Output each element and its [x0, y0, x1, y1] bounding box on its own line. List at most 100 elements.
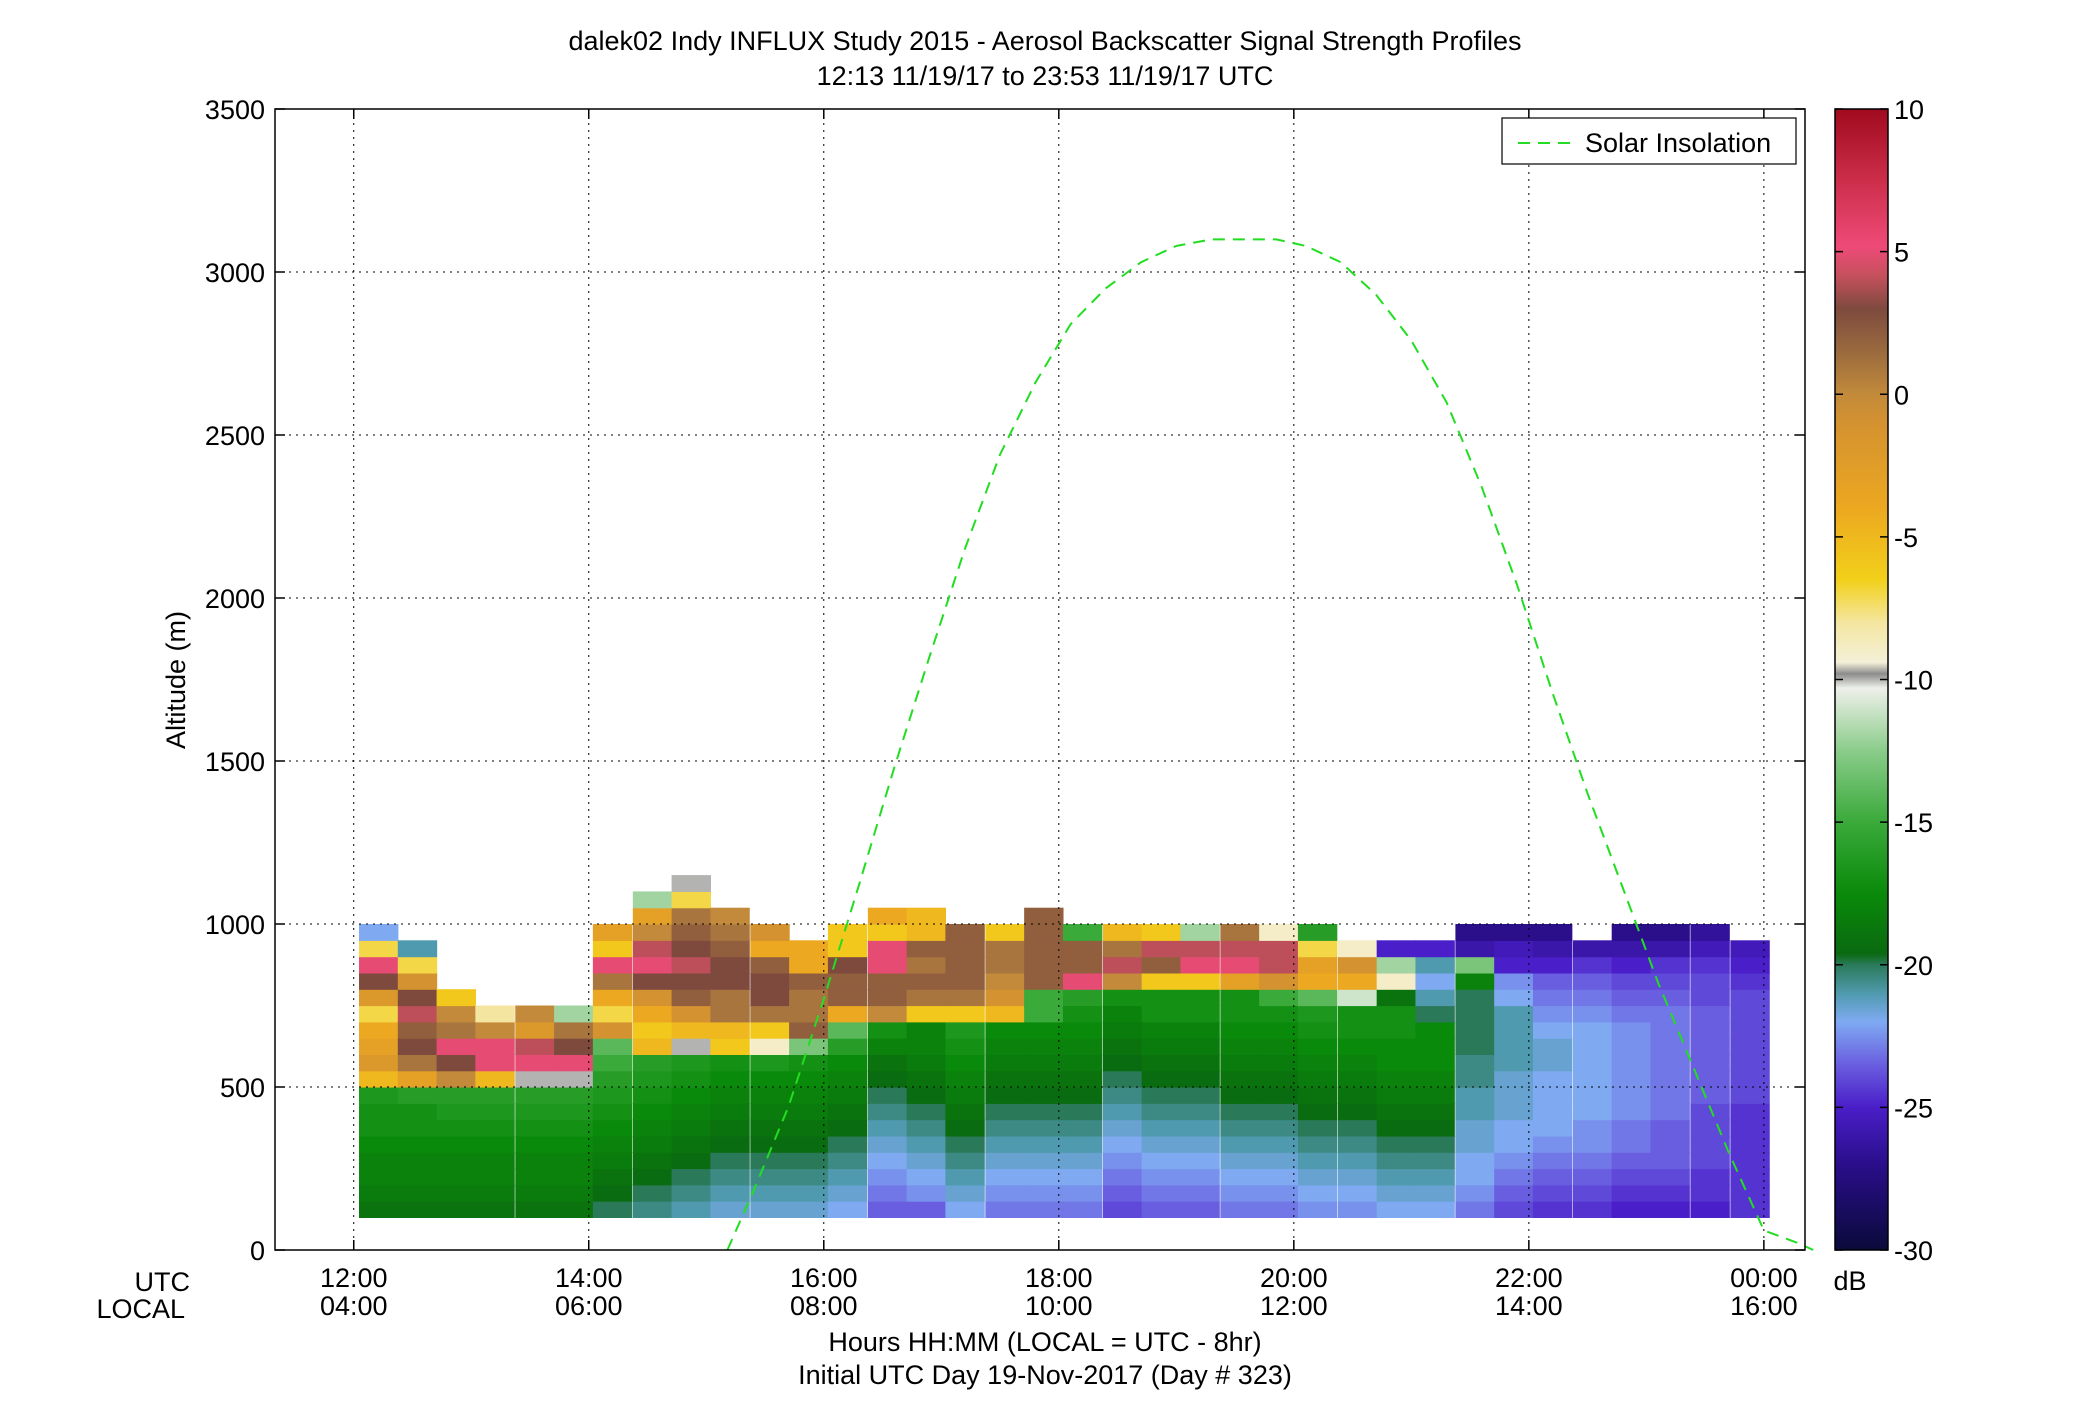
- heatmap-cell: [632, 940, 673, 958]
- heatmap-cell: [1141, 1038, 1182, 1055]
- heatmap-cell: [1297, 1119, 1338, 1137]
- heatmap-cell: [867, 907, 908, 925]
- heatmap-cell: [710, 907, 750, 925]
- heatmap-cell: [789, 1103, 829, 1121]
- heatmap-cell: [985, 1201, 1025, 1218]
- heatmap-cell: [1259, 1021, 1299, 1039]
- heatmap-cell: [867, 1070, 908, 1088]
- heatmap-cell: [1141, 1119, 1182, 1137]
- heatmap-cell: [710, 940, 750, 958]
- heatmap-cell: [1415, 1201, 1455, 1218]
- heatmap-cell: [789, 1054, 829, 1072]
- heatmap-cell: [359, 924, 399, 941]
- heatmap-cell: [985, 1054, 1025, 1072]
- heatmap-cell: [1730, 1168, 1770, 1186]
- heatmap-cell: [397, 940, 438, 958]
- heatmap-cell: [1180, 924, 1220, 941]
- heatmap-cell: [397, 956, 438, 974]
- heatmap-cell: [1455, 1168, 1495, 1186]
- axis-ticks: 050010001500200025003000350012:0004:0014…: [205, 95, 1805, 1321]
- x-tick-label-local: 10:00: [1025, 1291, 1093, 1321]
- heatmap-cell: [1415, 1168, 1455, 1186]
- heatmap-cell: [632, 1087, 673, 1104]
- heatmap-cell: [515, 1087, 555, 1104]
- heatmap-cell: [1220, 1168, 1260, 1186]
- heatmap-cell: [1415, 940, 1455, 958]
- heatmap-cell: [397, 972, 438, 990]
- heatmap-cell: [985, 972, 1025, 990]
- heatmap-cell: [1494, 1135, 1534, 1153]
- heatmap-cell: [1532, 1168, 1573, 1186]
- heatmap-cell: [1690, 1005, 1730, 1023]
- heatmap-cell: [436, 1054, 476, 1072]
- heatmap-cell: [906, 1184, 946, 1202]
- heatmap-cell: [1297, 1021, 1338, 1039]
- heatmap-cell: [1611, 1087, 1652, 1104]
- heatmap-cell: [1455, 1070, 1495, 1088]
- heatmap-cell: [1297, 1201, 1338, 1218]
- heatmap-cell: [1259, 1201, 1299, 1218]
- heatmap-cell: [1297, 1103, 1338, 1121]
- heatmap-cell: [1180, 1168, 1220, 1186]
- heatmap-cell: [671, 1070, 711, 1088]
- heatmap-cell: [671, 1119, 711, 1137]
- heatmap-cell: [671, 907, 711, 925]
- heatmap-cell: [1141, 924, 1182, 941]
- heatmap-cell: [1376, 1021, 1417, 1039]
- heatmap-cell: [1024, 972, 1064, 990]
- heatmap-cell: [1611, 1168, 1652, 1186]
- heatmap-cell: [985, 1070, 1025, 1088]
- heatmap-cell: [632, 891, 673, 909]
- heatmap-cell: [1455, 1005, 1495, 1023]
- heatmap-cell: [985, 1038, 1025, 1055]
- heatmap-cell: [1024, 1103, 1064, 1121]
- heatmap-cell: [945, 940, 985, 958]
- heatmap-cell: [1650, 1168, 1690, 1186]
- heatmap-cell: [750, 1005, 790, 1023]
- heatmap-cell: [671, 956, 711, 974]
- heatmap-cell: [397, 1135, 438, 1153]
- heatmap-cell: [1532, 1070, 1573, 1088]
- heatmap-cell: [1259, 1168, 1299, 1186]
- heatmap-cell: [1259, 1119, 1299, 1137]
- heatmap-cell: [397, 1054, 438, 1072]
- heatmap-cell: [827, 1168, 868, 1186]
- heatmap-cell: [671, 1021, 711, 1039]
- heatmap-cell: [1220, 1087, 1260, 1104]
- heatmap-cell: [1572, 1005, 1613, 1023]
- x-tick-label-utc: 00:00: [1730, 1263, 1798, 1293]
- heatmap-cell: [1102, 1054, 1143, 1072]
- heatmap-cell: [945, 1038, 985, 1055]
- heatmap-cell: [1415, 989, 1455, 1007]
- heatmap-cell: [671, 1184, 711, 1202]
- heatmap-cell: [985, 1087, 1025, 1104]
- heatmap-cell: [906, 1038, 946, 1055]
- heatmap-cell: [1572, 1103, 1613, 1121]
- heatmap-cell: [1062, 924, 1103, 941]
- heatmap-cell: [1650, 1152, 1690, 1170]
- heatmap-cell: [632, 1103, 673, 1121]
- heatmap-cell: [671, 1103, 711, 1121]
- heatmap-cell: [1376, 1087, 1417, 1104]
- heatmap-cell: [1455, 1201, 1495, 1218]
- heatmap-cell: [1650, 924, 1690, 941]
- heatmap-cell: [397, 1168, 438, 1186]
- heatmap-cell: [1297, 1005, 1338, 1023]
- heatmap-cell: [359, 1152, 399, 1170]
- heatmap-cell: [1024, 1070, 1064, 1088]
- heatmap-cell: [1730, 1038, 1770, 1055]
- heatmap-cell: [1220, 940, 1260, 958]
- heatmap-cell: [789, 1087, 829, 1104]
- heatmap-cell: [1102, 1070, 1143, 1088]
- heatmap-cell: [867, 989, 908, 1007]
- heatmap-cell: [592, 1038, 633, 1055]
- heatmap-cell: [554, 1184, 594, 1202]
- heatmap-cell: [515, 1135, 555, 1153]
- heatmap-cell: [1650, 1087, 1690, 1104]
- heatmap-cell: [359, 1103, 399, 1121]
- heatmap-cell: [789, 989, 829, 1007]
- heatmap-cell: [1650, 989, 1690, 1007]
- heatmap-cell: [1572, 972, 1613, 990]
- heatmap-cell: [827, 1021, 868, 1039]
- heatmap-cell: [1259, 972, 1299, 990]
